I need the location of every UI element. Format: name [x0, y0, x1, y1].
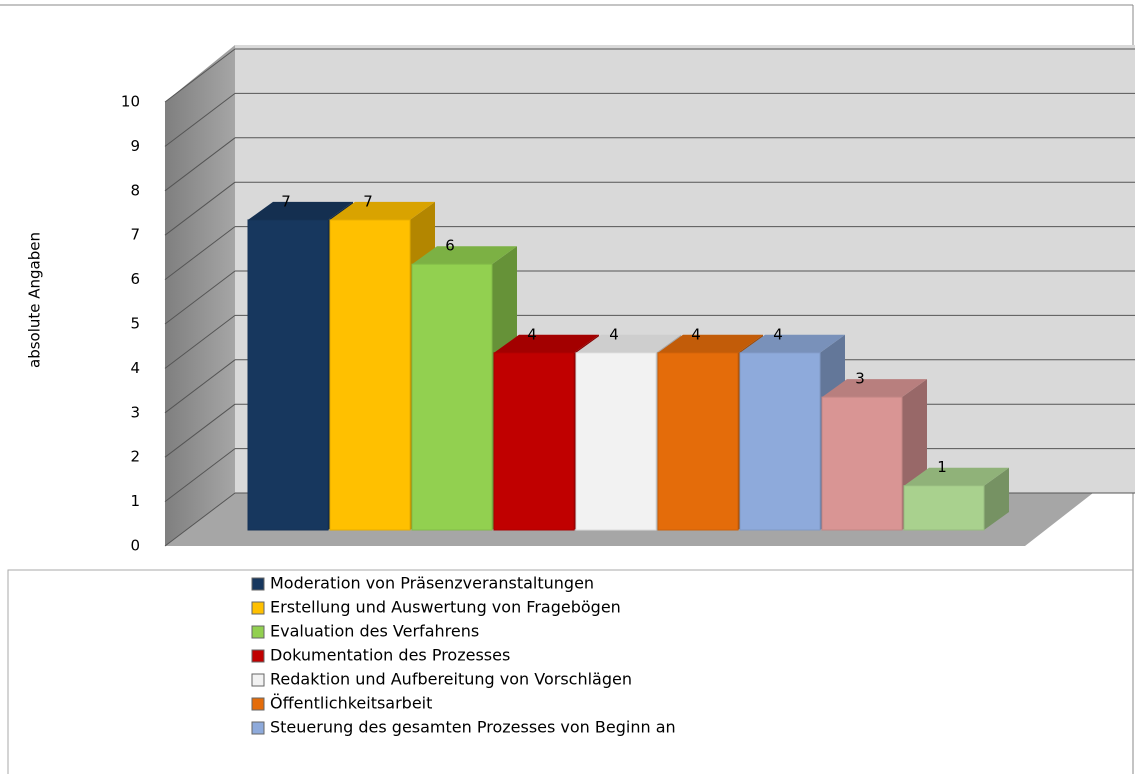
- value-label: 4: [527, 325, 537, 343]
- bar-top: [576, 334, 681, 353]
- bar: [657, 352, 739, 531]
- value-label: 4: [609, 325, 619, 343]
- grid-line: [164, 226, 236, 280]
- bar-top: [248, 201, 353, 220]
- y-tick-label: 0: [130, 537, 140, 555]
- bar: [411, 263, 493, 531]
- grid-line: [164, 448, 236, 502]
- legend-swatch: [251, 673, 265, 687]
- grid-line: [164, 93, 236, 147]
- y-tick-label: 1: [130, 492, 140, 510]
- bar: [821, 396, 903, 531]
- grid-line: [164, 492, 236, 547]
- legend-label: Moderation von Präsenzveranstaltungen: [270, 574, 594, 593]
- value-label: 7: [363, 192, 373, 210]
- bar-top: [330, 201, 435, 220]
- grid-line: [164, 48, 236, 103]
- legend-label: Dokumentation des Prozesses: [270, 646, 510, 665]
- bar: [329, 219, 411, 531]
- legend-label: Evaluation des Verfahrens: [270, 622, 479, 641]
- legend-swatch: [251, 577, 265, 591]
- y-tick-label: 2: [130, 448, 140, 466]
- legend-label: Erstellung und Auswertung von Fragebögen: [270, 598, 621, 617]
- bar-top: [904, 467, 1009, 486]
- bar-top: [658, 334, 763, 353]
- legend-swatch: [251, 649, 265, 663]
- grid-line: [164, 359, 236, 414]
- grid-line: [164, 315, 236, 369]
- grid-line: [164, 181, 236, 236]
- y-tick-label: 7: [130, 226, 140, 244]
- bar-top: [494, 334, 599, 353]
- legend-swatch: [251, 721, 265, 735]
- legend-label: Redaktion und Aufbereitung von Vorschläg…: [270, 670, 632, 689]
- bar: [247, 219, 329, 531]
- y-tick-label: 9: [130, 137, 140, 155]
- value-label: 7: [281, 192, 291, 210]
- bar-side: [984, 467, 1009, 530]
- bar: [493, 352, 575, 531]
- value-label: 6: [445, 237, 455, 255]
- y-tick-label: 4: [130, 359, 140, 377]
- grid-line: [164, 137, 236, 192]
- y-tick-label: 8: [130, 181, 140, 199]
- bar-top: [740, 334, 845, 353]
- y-axis-label: absolute Angaben: [26, 232, 44, 368]
- legend-swatch: [251, 601, 265, 615]
- legend-swatch: [251, 697, 265, 711]
- legend-frame: [7, 569, 1133, 774]
- legend-label: Öffentlichkeitsarbeit: [270, 694, 432, 713]
- grid-line: [164, 270, 236, 325]
- bar-top: [822, 379, 927, 398]
- bar: [903, 485, 985, 531]
- value-label: 4: [773, 325, 783, 343]
- side-wall: [165, 45, 235, 546]
- y-tick-label: 6: [130, 270, 140, 288]
- bar: [575, 352, 657, 531]
- legend-swatch: [251, 625, 265, 639]
- grid-line: [164, 403, 236, 458]
- bar-top: [412, 246, 517, 265]
- y-tick-label: 5: [130, 315, 140, 333]
- value-label: 3: [855, 370, 865, 388]
- y-tick-label: 10: [121, 93, 140, 111]
- legend-label: Steuerung des gesamten Prozesses von Beg…: [270, 718, 676, 737]
- y-tick-label: 3: [130, 403, 140, 421]
- bar: [739, 352, 821, 531]
- value-label: 4: [691, 325, 701, 343]
- value-label: 1: [937, 458, 947, 476]
